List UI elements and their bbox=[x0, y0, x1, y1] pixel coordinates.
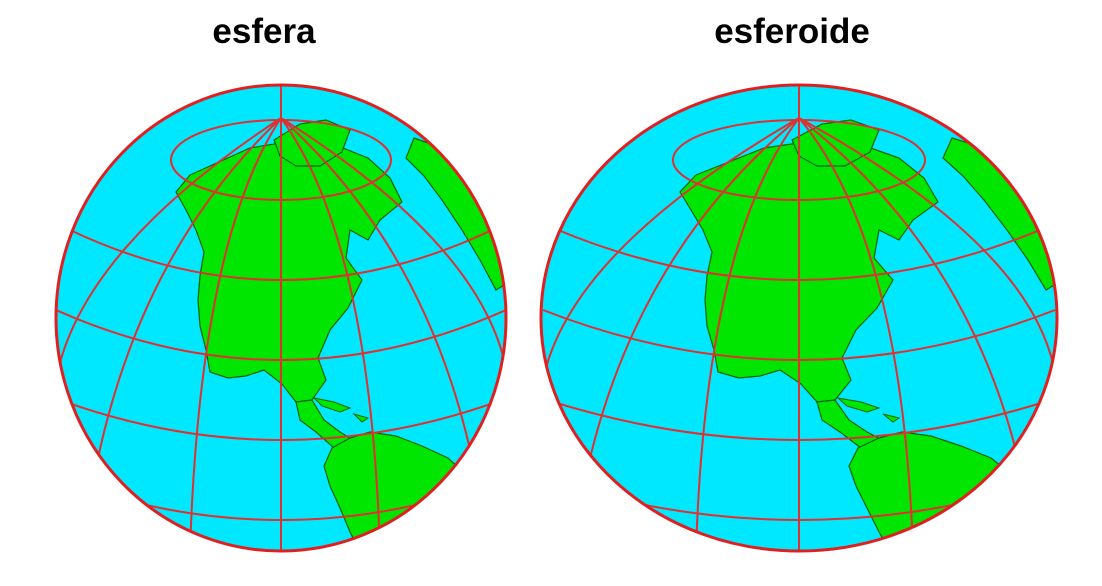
spheroid-greenland bbox=[791, 119, 880, 167]
spheroid-outline bbox=[539, 83, 1059, 553]
sphere-caribbean-islands bbox=[312, 397, 370, 423]
sphere-greenland bbox=[273, 119, 351, 167]
sphere-globe bbox=[54, 83, 508, 553]
spheroid-caribbean-islands bbox=[836, 397, 901, 423]
spheroid-north-america bbox=[679, 141, 939, 403]
spheroid-globe bbox=[539, 83, 1059, 553]
sphere-outline bbox=[54, 83, 508, 553]
sphere-north-america bbox=[175, 141, 403, 403]
spheroid-title: esferoide bbox=[714, 12, 870, 51]
sphere-title: esfera bbox=[212, 12, 316, 51]
